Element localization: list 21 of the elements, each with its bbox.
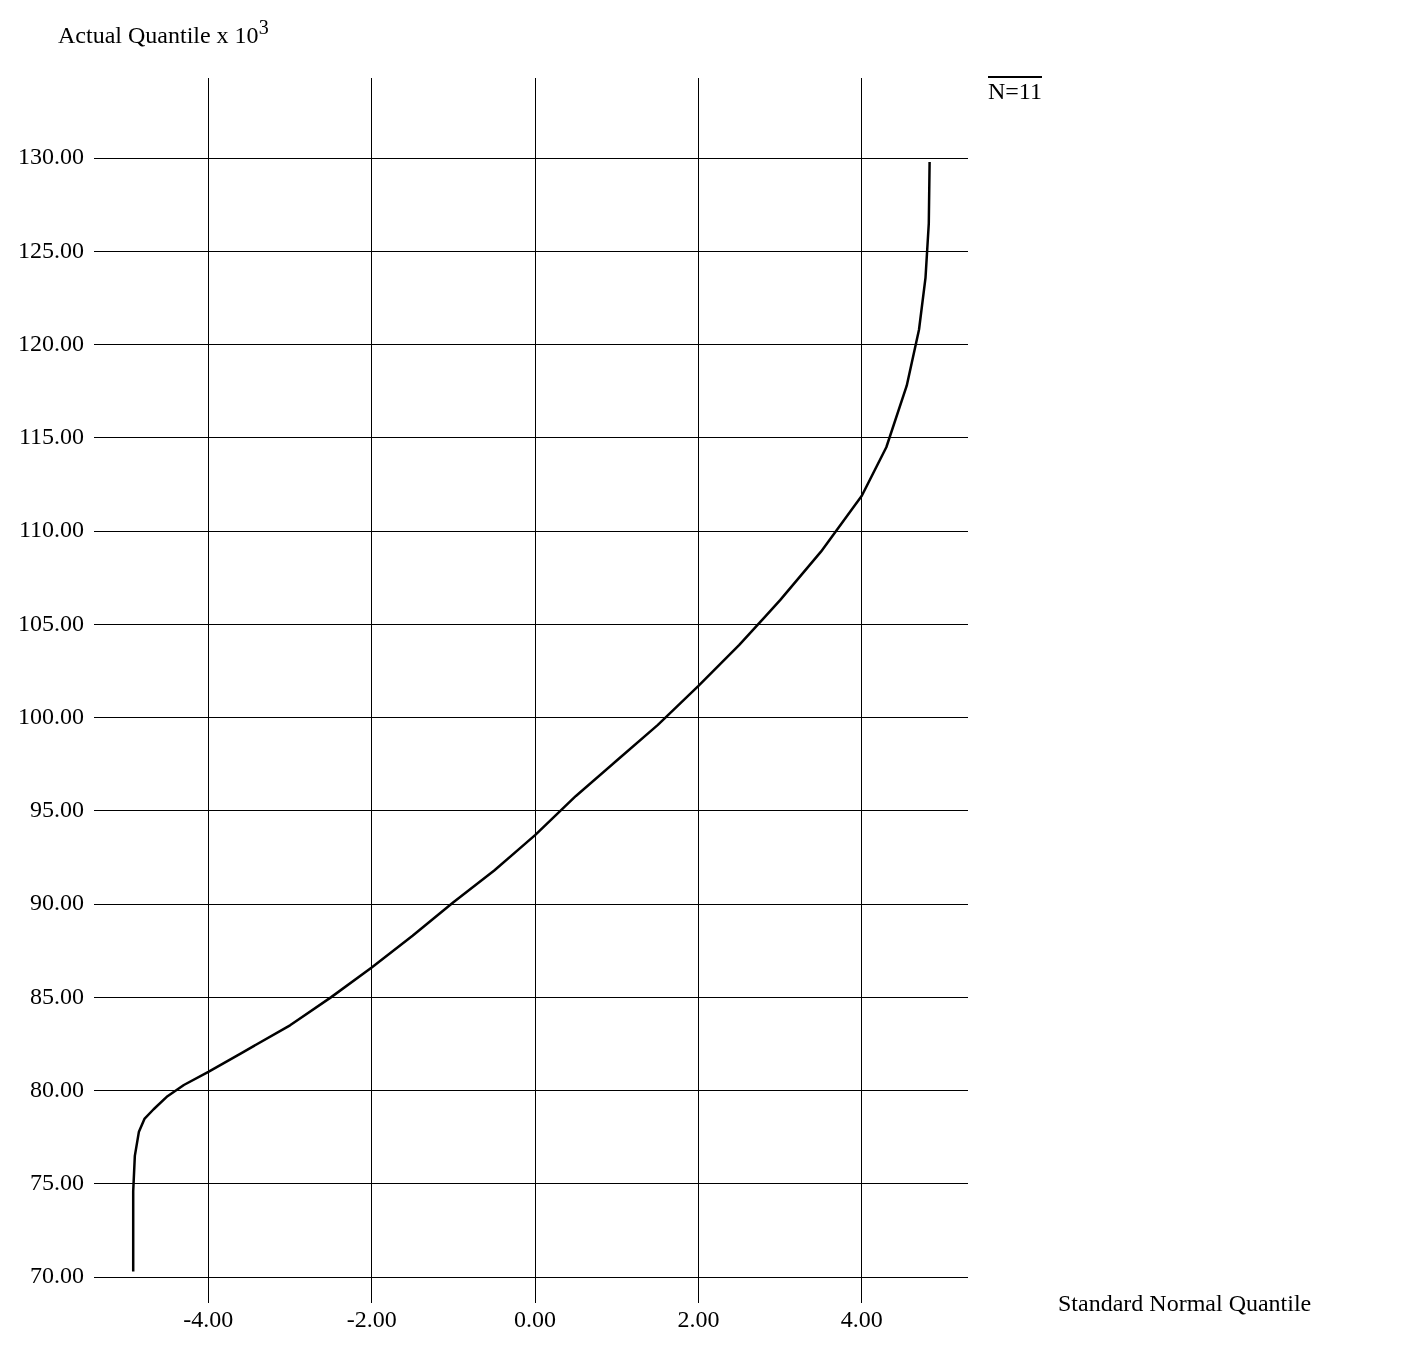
y-tick-label: 105.00 bbox=[18, 609, 84, 636]
x-tick-label: 0.00 bbox=[514, 1305, 557, 1332]
y-tick-label: 80.00 bbox=[30, 1075, 84, 1102]
y-tick-label: 70.00 bbox=[30, 1262, 84, 1289]
y-tick-label: 125.00 bbox=[18, 236, 84, 263]
y-tick-label: 130.00 bbox=[18, 143, 84, 170]
y-axis-title: Actual Quantile x 10$^{3}$ bbox=[58, 16, 269, 49]
x-tick-label: 4.00 bbox=[840, 1305, 883, 1332]
x-tick-label: -4.00 bbox=[183, 1305, 234, 1332]
y-tick-label: 75.00 bbox=[30, 1169, 84, 1196]
y-tick-label: 110.00 bbox=[18, 516, 84, 543]
y-tick-label: 90.00 bbox=[30, 889, 84, 916]
x-axis-title: Standard Normal Quantile bbox=[1058, 1290, 1312, 1317]
y-tick-label: 115.00 bbox=[18, 423, 84, 450]
y-tick-label: 95.00 bbox=[30, 796, 84, 823]
text: N=11 bbox=[988, 78, 1042, 105]
x-tick-label: -2.00 bbox=[346, 1305, 397, 1332]
y-tick-label: 100.00 bbox=[18, 702, 84, 729]
y-tick-label: 120.00 bbox=[18, 329, 84, 356]
x-tick-label: 2.00 bbox=[677, 1305, 720, 1332]
y-tick-label: 85.00 bbox=[30, 982, 84, 1009]
